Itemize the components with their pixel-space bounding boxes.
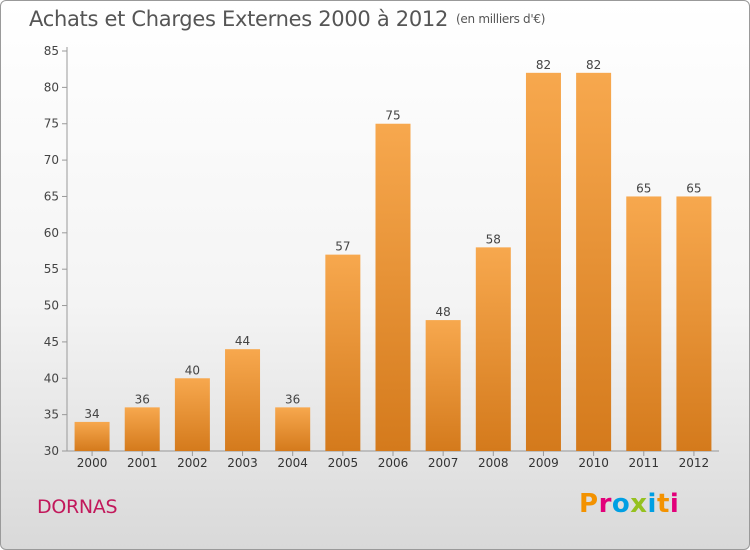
x-tick-label: 2010 [578, 456, 609, 470]
logo-letter: r [598, 489, 612, 519]
data-label: 58 [486, 232, 501, 246]
bar [124, 407, 160, 451]
x-tick-label: 2006 [378, 456, 409, 470]
bar [626, 196, 662, 451]
data-label: 82 [586, 58, 601, 72]
data-label: 48 [436, 305, 451, 319]
bar [74, 421, 110, 451]
y-tick-label: 30 [44, 444, 59, 458]
bar [174, 378, 210, 451]
x-tick-label: 2009 [528, 456, 559, 470]
x-tick-label: 2003 [227, 456, 258, 470]
x-tick-label: 2001 [127, 456, 158, 470]
logo-letter: x [630, 489, 648, 519]
unit-label: (en milliers d'€) [456, 12, 546, 26]
bar [425, 320, 461, 451]
place-name: DORNAS [37, 496, 118, 518]
y-tick-label: 80 [44, 80, 59, 94]
logo-letter: i [669, 489, 680, 519]
data-label: 65 [636, 181, 651, 195]
y-tick-label: 40 [44, 371, 59, 385]
logo-letter: i [647, 489, 657, 519]
chart-title-text: Achats et Charges Externes 2000 à 2012 [29, 7, 449, 31]
x-tick-label: 2011 [628, 456, 659, 470]
bar [325, 254, 361, 451]
x-tick-label: 2004 [277, 456, 308, 470]
data-label: 36 [135, 392, 150, 406]
y-tick-label: 65 [44, 189, 59, 203]
y-tick-label: 60 [44, 226, 59, 240]
x-tick-label: 2000 [77, 456, 108, 470]
y-tick-label: 45 [44, 335, 59, 349]
logo-letter: t [656, 489, 670, 519]
bar [475, 247, 511, 451]
x-tick-label: 2008 [478, 456, 509, 470]
x-tick-label: 2005 [328, 456, 359, 470]
data-label: 75 [385, 109, 400, 123]
data-label: 34 [84, 407, 99, 421]
x-tick-label: 2012 [679, 456, 710, 470]
data-label: 57 [335, 240, 350, 254]
proxiti-logo[interactable]: Proxiti [579, 489, 679, 519]
data-label: 44 [235, 334, 250, 348]
data-label: 36 [285, 392, 300, 406]
y-tick-label: 70 [44, 153, 59, 167]
y-tick-label: 75 [44, 117, 59, 131]
chart-title: Achats et Charges Externes 2000 à 2012 (e… [29, 7, 545, 31]
data-label: 65 [686, 181, 701, 195]
y-tick-label: 55 [44, 262, 59, 276]
logo-letter: P [579, 489, 599, 519]
bar [676, 196, 712, 451]
bar [225, 349, 261, 451]
bar [375, 123, 411, 452]
x-tick-label: 2007 [428, 456, 459, 470]
y-tick-label: 50 [44, 299, 59, 313]
bar [576, 72, 612, 452]
y-tick-label: 85 [44, 44, 59, 58]
logo-letter: o [611, 489, 631, 519]
data-label: 82 [536, 58, 551, 72]
bar [275, 407, 311, 451]
x-tick-label: 2002 [177, 456, 208, 470]
data-label: 40 [185, 363, 200, 377]
bar [525, 72, 561, 452]
y-tick-label: 35 [44, 408, 59, 422]
